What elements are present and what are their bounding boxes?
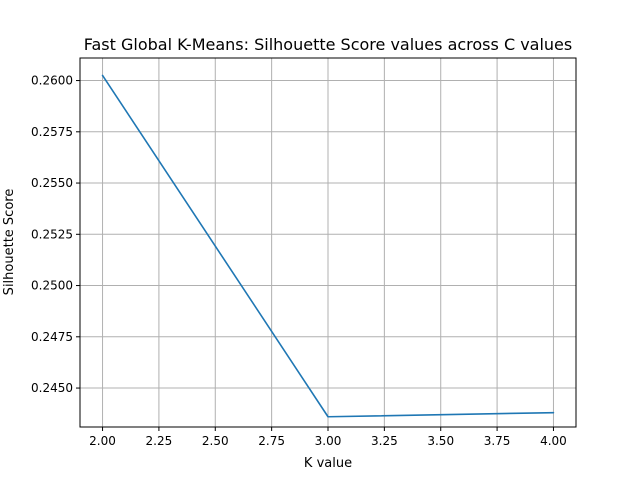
x-tick-label: 2.50 [202,434,229,448]
y-tick-label: 0.2500 [31,279,73,293]
y-tick-label: 0.2475 [31,330,73,344]
y-axis: 0.2450 0.2475 0.2500 0.2525 0.2550 0.2575 0.26… [31,74,80,395]
y-tick-label: 0.2600 [31,74,73,88]
x-axis-label: K value [304,456,352,471]
x-tick-label: 3.50 [427,434,454,448]
x-tick-label: 2.75 [258,434,285,448]
grid-lines [80,58,576,427]
y-tick-label: 0.2550 [31,176,73,190]
x-tick-label: 2.00 [89,434,116,448]
series-layer [101,74,555,418]
x-tick-label: 3.00 [315,434,342,448]
y-tick-label: 0.2575 [31,125,73,139]
x-tick-label: 4.00 [540,434,567,448]
y-tick-label: 0.2525 [31,227,73,241]
y-axis-label: Silhouette Score [2,189,17,296]
chart-title: Fast Global K-Means: Silhouette Score va… [84,35,572,54]
x-axis: 2.00 2.25 2.50 2.75 3.00 3.25 3.50 3.75 4.00 [89,427,567,448]
x-tick-label: 3.25 [371,434,398,448]
y-tick-label: 0.2450 [31,381,73,395]
x-tick-label: 3.75 [484,434,511,448]
series-line [101,74,555,418]
x-tick-label: 2.25 [146,434,173,448]
